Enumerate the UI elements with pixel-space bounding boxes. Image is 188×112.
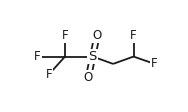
Text: F: F	[34, 50, 41, 63]
Text: O: O	[92, 29, 102, 42]
Text: F: F	[151, 57, 158, 70]
Text: F: F	[130, 29, 137, 42]
Text: S: S	[89, 50, 96, 63]
Text: F: F	[62, 29, 68, 42]
Text: S: S	[89, 50, 97, 63]
Text: F: F	[46, 68, 52, 81]
Text: O: O	[84, 71, 93, 84]
